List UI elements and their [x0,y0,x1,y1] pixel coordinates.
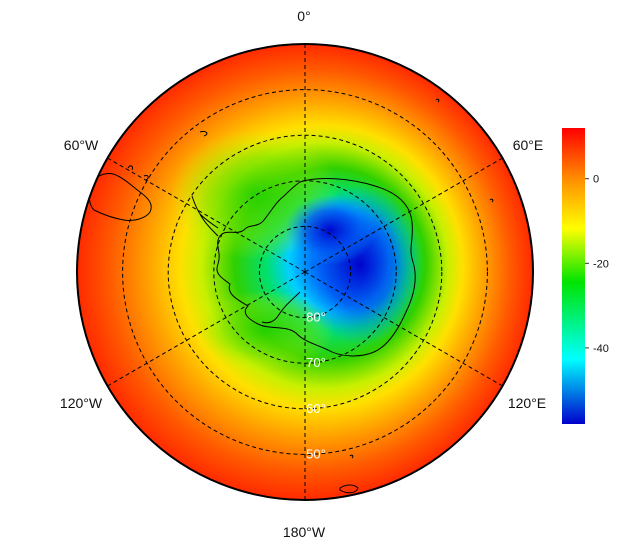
lon-label-60e: 60°E [513,137,544,153]
ross-ice-front [261,291,301,324]
lat-label-60: 60° [306,401,326,416]
lon-label-0: 0° [297,8,310,24]
colorbar-tick-label: 0 [593,174,599,186]
lon-line-60e [304,157,503,273]
colorbar-ramp [562,128,585,424]
lat-label-50: 50° [306,446,326,461]
small-islands [349,98,494,459]
graticule [107,44,503,500]
colorbar-tick-label: -20 [593,258,609,270]
new-zealand-fragment [339,484,359,494]
lon-line-60w [107,157,306,273]
lon-label-60w: 60°W [64,137,99,153]
colorbar-tick-label: -40 [593,343,609,355]
lat-label-80: 80° [306,310,326,325]
longitude-lines [107,44,503,500]
colorbar-ticks: 0 -20 -40 [585,174,609,355]
south-america-tip [88,173,152,221]
lon-line-120w [107,271,306,387]
lon-label-180w: 180°W [283,524,326,540]
field-cold-core-west [285,195,375,265]
south-america-islands [127,131,208,181]
lat-circle-50 [122,89,488,455]
latitude-labels: 80° 70° 60° 50° [306,310,326,462]
map-boundary [76,43,534,501]
lon-label-120e: 120°E [508,395,546,411]
antarctic-peninsula [191,195,219,237]
colorbar: 0 -20 -40 [562,128,609,424]
lon-label-120w: 120°W [60,395,103,411]
field-green-lobe-south [195,290,335,370]
lon-line-120e [304,271,503,387]
coastlines [88,98,494,494]
antarctica-coastline [216,178,416,357]
lat-label-70: 70° [306,355,326,370]
